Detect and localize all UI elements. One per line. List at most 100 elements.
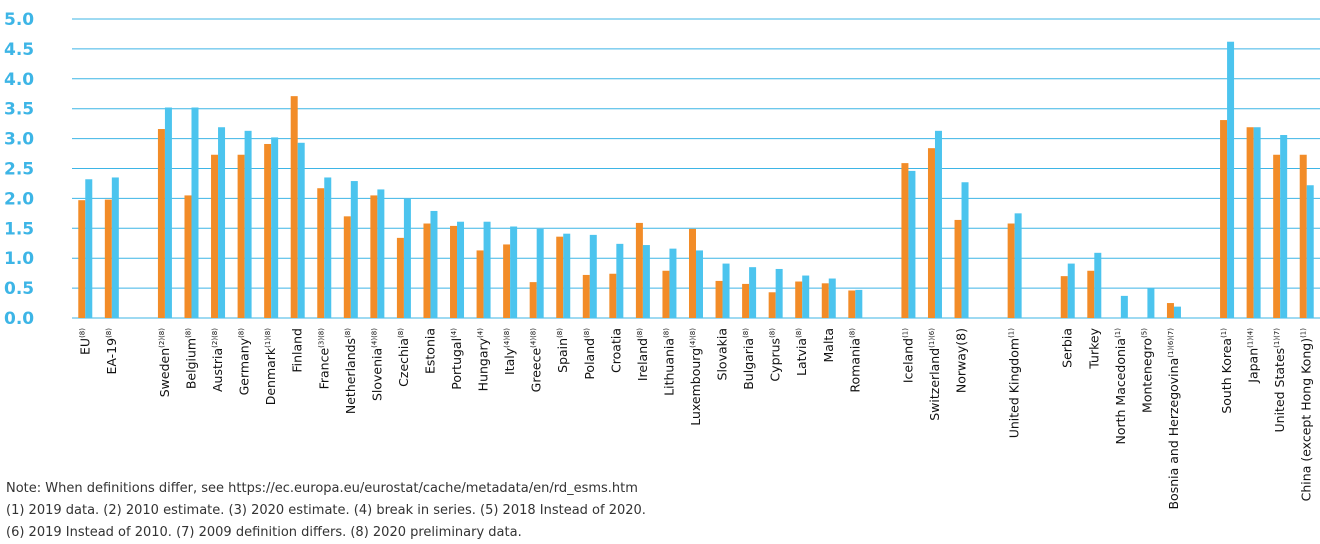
bar [1227,41,1235,318]
x-tick-label: Malta [821,328,836,362]
note-footnotes-1: (1) 2019 data. (2) 2010 estimate. (3) 20… [6,503,646,518]
bar [450,225,458,318]
bar [264,143,272,318]
bar [218,127,226,318]
y-tick-label: 2.0 [4,189,34,209]
bar [908,170,916,318]
x-tick-label: Sweden(2)(8) [157,328,172,398]
bar [1094,252,1102,318]
bar [954,219,962,318]
x-tick-label: Italy(4)(8) [502,328,517,375]
bar [563,233,571,318]
bar [609,273,617,318]
bar [343,216,351,318]
bar [642,245,650,318]
y-tick-label: 1.0 [4,249,34,269]
x-tick-label: Bosnia and Herzegovina(1)(6)(7) [1166,328,1181,510]
bar [749,267,757,318]
bar [768,292,776,318]
bar [78,200,86,318]
bar [1280,135,1288,318]
bar [297,142,305,318]
x-tick-label: Bulgaria(8) [741,328,756,390]
bar [689,228,696,318]
x-tick-label: Serbia [1060,328,1075,368]
bar [855,289,863,318]
x-tick-label: Turkey [1086,327,1101,369]
x-tick-label: Cyprus(8) [768,328,783,382]
x-tick-label: Lithuania(8) [661,328,676,396]
x-tick-label: United Kingdom(1) [1007,328,1022,439]
bar [104,199,112,318]
x-tick-label: EA-19(8) [104,328,119,375]
bar [191,107,199,318]
bar [775,268,783,318]
bar [1299,154,1307,318]
x-tick-label: Slovakia [715,328,730,380]
bar [237,154,245,318]
bar [635,222,643,318]
bar [503,244,511,318]
bar [795,281,803,318]
bar [423,223,431,318]
bar [669,248,677,318]
x-tick-label: Denmark(1)(8) [263,328,278,406]
bar [476,250,484,318]
bar [244,130,252,318]
bar [802,275,810,318]
bar [715,280,723,318]
bar [350,181,358,318]
bar [377,189,385,318]
x-tick-label: Austria(2)(8) [210,328,225,392]
x-tick-label: Slovenia(4)(8) [369,328,384,401]
y-tick-label: 1.5 [4,219,34,239]
x-tick-label: Romania(8) [847,328,862,393]
y-tick-label: 0.5 [4,279,34,299]
bar [662,270,670,318]
y-tick-label: 2.5 [4,160,34,180]
x-tick-label: Norway(8) [954,328,969,393]
x-tick-label: Greece(4)(8) [529,328,544,393]
x-tick-label: Croatia [608,328,623,373]
y-tick-label: 4.5 [4,40,34,60]
bar [1007,223,1015,318]
bar [556,236,564,318]
x-tick-label: EU(8) [77,328,92,355]
bar [927,148,935,318]
bar [271,137,279,318]
bar [1166,303,1174,318]
bar [934,130,942,318]
y-tick-label: 3.0 [4,130,34,150]
x-tick-label: Belgium(8) [183,328,198,389]
x-tick-label: Estonia [422,328,437,374]
bar [184,195,192,318]
bar [742,283,750,318]
bar [589,234,597,318]
bar [85,179,93,318]
bar [457,221,465,318]
bar [396,237,404,318]
x-tick-label: Switzerland(1)(6) [927,328,942,421]
x-tick-label: Ireland(8) [635,328,650,381]
x-tick-label: Finland [290,328,305,373]
bar [821,283,829,318]
bar [1246,127,1254,318]
bar [1273,154,1281,318]
bar [961,182,969,318]
bar [696,250,703,318]
bar [290,96,298,318]
bar [1147,288,1155,318]
note-definitions: Note: When definitions differ, see https… [6,481,638,496]
bar [317,188,325,318]
x-tick-label: Luxembourg(4)(8) [688,328,703,426]
bar [111,177,119,318]
y-tick-label: 5.0 [4,10,34,30]
x-tick-label: Montenegro(5) [1139,328,1154,413]
bar [1120,295,1128,318]
chart-notes: Note: When definitions differ, see https… [6,478,646,544]
bar [1014,213,1022,318]
bar [901,163,909,318]
bar [510,226,518,318]
y-tick-label: 3.5 [4,100,34,120]
